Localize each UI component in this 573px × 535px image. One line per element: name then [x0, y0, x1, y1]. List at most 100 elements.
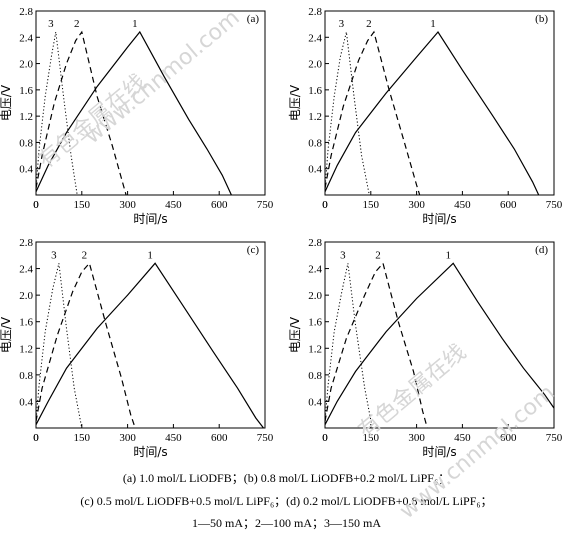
- series-line-3: [35, 31, 78, 196]
- y-tick-label: 0.4: [308, 396, 322, 408]
- x-tick-label: 300: [408, 199, 425, 211]
- x-tick-label: 450: [454, 199, 471, 211]
- y-tick-label: 2.8: [308, 6, 322, 18]
- plot-frame: [324, 10, 555, 196]
- series-label-3: 3: [51, 249, 57, 261]
- plot-frame: [35, 241, 266, 429]
- y-tick-label: 2.0: [308, 290, 322, 302]
- y-tick-label: 1.2: [19, 111, 33, 123]
- y-tick-label: 0.4: [19, 396, 33, 408]
- y-tick-label: 0.8: [19, 137, 33, 149]
- origin-label: 0: [33, 432, 39, 444]
- series-line-1: [35, 30, 232, 196]
- series-line-3: [324, 263, 373, 429]
- series-line-1: [324, 262, 555, 425]
- series-label-3: 3: [340, 249, 346, 261]
- panel-label: (c): [247, 244, 260, 256]
- series-label-2: 2: [82, 249, 88, 261]
- caption-line-1: (a) 1.0 mol/L LiODFB；(b) 0.8 mol/L LiODF…: [122, 471, 451, 485]
- x-tick-label: 750: [546, 432, 563, 444]
- series-line-1: [324, 30, 540, 196]
- y-tick-label: 1.2: [308, 111, 322, 123]
- series-label-2: 2: [375, 249, 381, 261]
- x-tick-label: 300: [119, 432, 136, 444]
- series-line-2: [324, 30, 421, 196]
- y-tick-label: 2.4: [308, 264, 322, 276]
- series-label-1: 1: [430, 18, 436, 30]
- panel-label: (a): [247, 13, 260, 25]
- series-label-1: 1: [132, 18, 138, 30]
- x-tick-label: 600: [500, 199, 517, 211]
- chart-panel-4: 0 150 300 450 600 7500.40.81.21.62.02.42.80时间…: [288, 237, 563, 459]
- x-tick-label: 0: [322, 199, 328, 211]
- origin-label: 0: [322, 199, 328, 211]
- chart-panel-2: 0 150 300 450 600 7500.40.81.21.62.02.42.80时间…: [288, 6, 563, 226]
- y-tick-label: 1.2: [19, 343, 33, 355]
- origin-label: 0: [322, 432, 328, 444]
- series-line-1: [35, 262, 264, 429]
- x-tick-label: 300: [408, 432, 425, 444]
- x-tick-label: 750: [257, 199, 274, 211]
- series-line-3: [35, 263, 83, 429]
- series-label-1: 1: [147, 249, 153, 261]
- series-line-3: [324, 31, 370, 196]
- x-axis-label: 时间/s: [133, 212, 167, 226]
- series-line-2: [35, 262, 136, 429]
- x-tick-label: 600: [211, 199, 228, 211]
- x-tick-label: 450: [165, 199, 182, 211]
- y-tick-label: 2.0: [19, 59, 33, 71]
- y-tick-label: 1.6: [308, 317, 322, 329]
- x-tick-label: 750: [546, 199, 563, 211]
- plot-frame: [35, 10, 266, 196]
- y-tick-label: 0.4: [19, 164, 33, 176]
- y-axis-label: 电压/V: [0, 316, 13, 353]
- y-tick-label: 1.6: [308, 85, 322, 97]
- series-label-2: 2: [366, 18, 372, 30]
- panel-label: (d): [535, 244, 548, 256]
- y-tick-label: 1.6: [19, 317, 33, 329]
- series-label-2: 2: [74, 18, 80, 30]
- x-axis-label: 时间/s: [133, 445, 167, 459]
- x-tick-label: 150: [363, 432, 380, 444]
- x-tick-label: 150: [363, 199, 380, 211]
- y-tick-label: 0.8: [19, 370, 33, 382]
- plot-frame: [324, 241, 555, 429]
- x-tick-label: 600: [500, 432, 517, 444]
- x-tick-label: 600: [211, 432, 228, 444]
- x-tick-label: 150: [74, 199, 91, 211]
- y-axis-label: 电压/V: [288, 84, 302, 121]
- y-tick-label: 1.2: [308, 343, 322, 355]
- chart-panel-1: 0 150 300 450 600 7500.40.81.21.62.02.42.80时间…: [0, 6, 274, 226]
- x-tick-label: 300: [119, 199, 136, 211]
- y-tick-label: 2.0: [19, 290, 33, 302]
- series-line-2: [35, 30, 127, 196]
- x-tick-label: 0: [322, 432, 328, 444]
- y-tick-label: 0.8: [308, 370, 322, 382]
- x-tick-label: 450: [165, 432, 182, 444]
- series-line-2: [324, 262, 428, 429]
- y-axis-label: 电压/V: [0, 84, 13, 121]
- y-tick-label: 2.4: [19, 32, 33, 44]
- x-axis-label: 时间/s: [422, 445, 456, 459]
- caption-line-3: 1—50 mA；2—100 mA；3—150 mA: [191, 516, 381, 530]
- y-tick-label: 0.4: [308, 164, 322, 176]
- y-tick-label: 2.8: [19, 6, 33, 18]
- series-label-3: 3: [339, 18, 345, 30]
- y-tick-label: 2.8: [308, 237, 322, 249]
- caption-line-2: (c) 0.5 mol/L LiODFB+0.5 mol/L LiPF₆；(d)…: [80, 494, 493, 508]
- x-tick-label: 0: [33, 432, 39, 444]
- y-tick-label: 2.0: [308, 59, 322, 71]
- origin-label: 0: [33, 199, 39, 211]
- x-tick-label: 150: [74, 432, 91, 444]
- y-axis-label: 电压/V: [288, 316, 302, 353]
- series-label-3: 3: [48, 18, 54, 30]
- x-axis-label: 时间/s: [422, 212, 456, 226]
- y-tick-label: 0.8: [308, 137, 322, 149]
- panel-label: (b): [535, 13, 548, 25]
- y-tick-label: 2.8: [19, 237, 33, 249]
- y-tick-label: 1.6: [19, 85, 33, 97]
- chart-panel-3: 0 150 300 450 600 7500.40.81.21.62.02.42.80时间…: [0, 237, 274, 459]
- x-tick-label: 0: [33, 199, 39, 211]
- x-tick-label: 450: [454, 432, 471, 444]
